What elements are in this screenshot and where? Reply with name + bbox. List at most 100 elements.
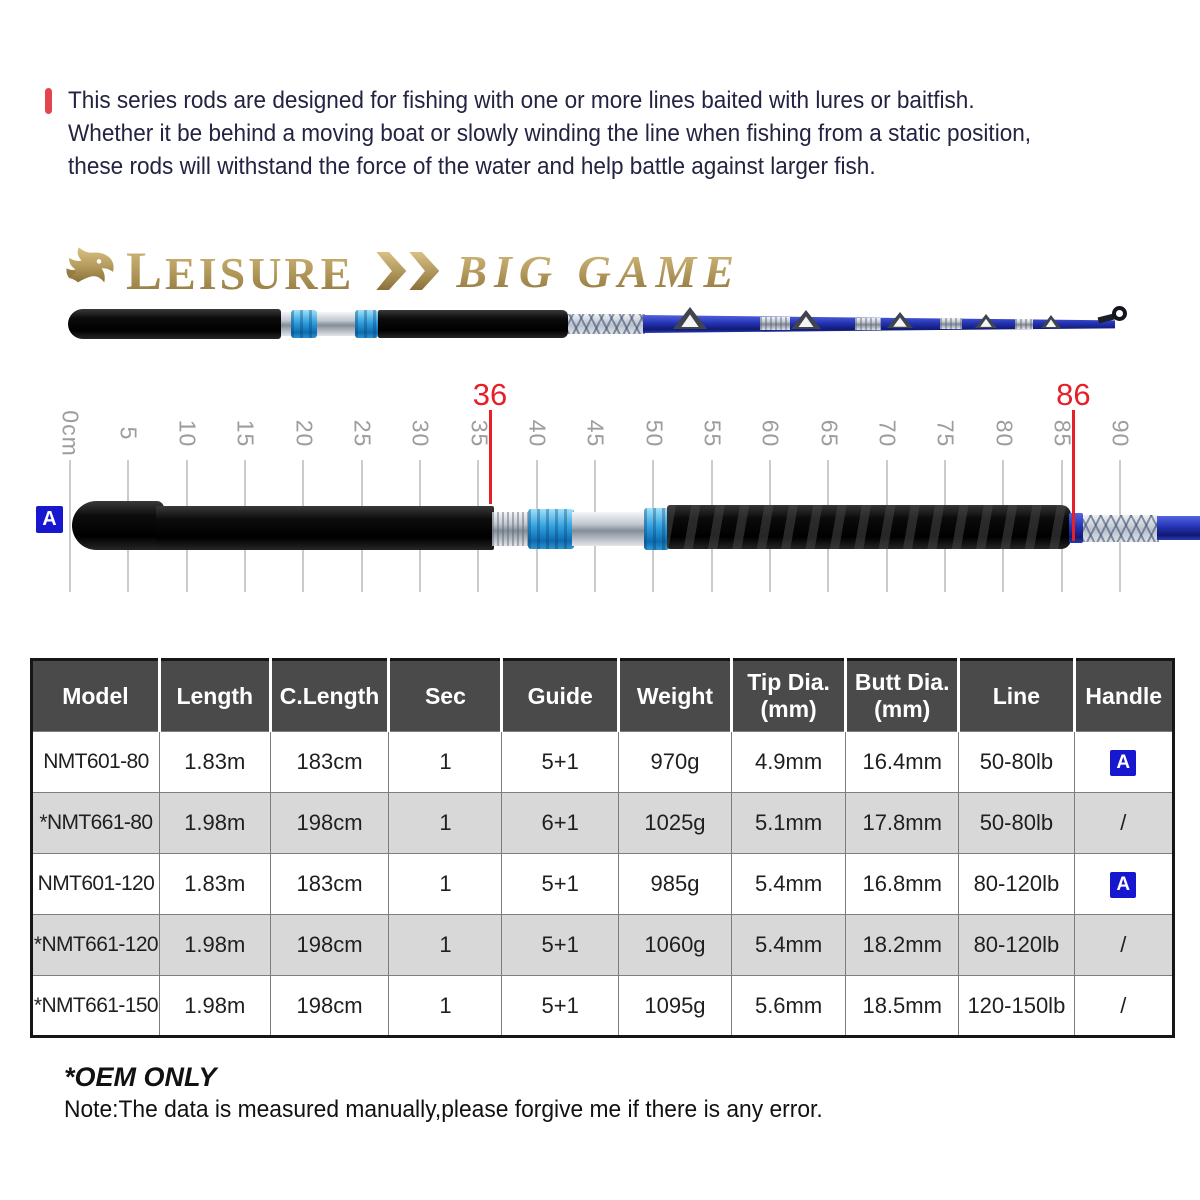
table-cell: 985g: [617, 853, 732, 915]
ruler-tick-line: [1002, 460, 1005, 592]
table-cell: 17.8mm: [845, 792, 960, 854]
handle-cell: /: [1073, 792, 1175, 854]
rod-cross-wrap: [568, 314, 645, 334]
ruler-tick-label: 0cm: [57, 409, 84, 457]
intro-paragraph: This series rods are designed for fishin…: [68, 87, 1032, 180]
rod-fore-grip: [667, 505, 1071, 549]
table-cell: 18.2mm: [845, 914, 960, 976]
eagle-icon: [66, 247, 114, 283]
handle-cell: A: [1073, 853, 1175, 915]
ruler-tick-label: 35: [465, 419, 492, 447]
model-cell: *NMT661-80: [31, 792, 160, 854]
handle-a-badge: A: [1110, 872, 1137, 898]
rod-wrap-band: [1015, 319, 1033, 329]
table-cell: 50-80lb: [958, 731, 1075, 793]
table-cell: 16.8mm: [845, 853, 960, 915]
rod-blue-ring: [355, 310, 378, 338]
table-cell: 1.98m: [158, 975, 271, 1037]
table-cell: 1060g: [617, 914, 732, 976]
ruler-tick-label: 80: [990, 419, 1017, 447]
table-header-cell: Butt Dia. (mm): [844, 659, 959, 732]
ruler-tick-line: [244, 460, 246, 592]
rod-butt-cap: [72, 501, 164, 550]
rod-blue-collar: [528, 509, 574, 549]
ruler-tick-line: [652, 460, 655, 592]
table-cell: 183cm: [269, 853, 390, 915]
rod-fore-grip: [378, 310, 568, 338]
model-cell: *NMT661-150: [31, 975, 160, 1037]
ruler-tick-line: [185, 460, 188, 592]
model-cell: NMT601-120: [31, 853, 160, 915]
table-row: NMT601-120 1.83m 183cm 1 5+1 985g 5.4mm 16.8mm 8…: [31, 853, 1175, 915]
table-row: *NMT661-80 1.98m 198cm 1 6+1 1025g 5.1mm 17.8mm…: [31, 792, 1175, 854]
rod-seat-tube: [572, 512, 646, 546]
table-cell: 1.98m: [158, 914, 271, 976]
table-header-cell: Handle: [1072, 659, 1174, 732]
model-cell: *NMT661-120: [31, 914, 160, 976]
table-cell: 5+1: [501, 975, 619, 1037]
table-cell: 5.4mm: [730, 914, 847, 976]
table-cell: 5.4mm: [730, 853, 847, 915]
rod-rear-grip: [156, 506, 494, 550]
table-header-cell: Sec: [387, 659, 502, 732]
table-cell: 1.83m: [158, 853, 271, 915]
table-cell: 1: [388, 914, 503, 976]
accent-bar: [45, 88, 52, 114]
series-name: BIG GAME: [456, 245, 742, 297]
measure-marker-label: 36: [472, 377, 508, 412]
handle-a-badge: A: [36, 506, 63, 533]
rod-cross-wrap: [1083, 515, 1159, 542]
handle-cell: A: [1073, 731, 1175, 793]
table-cell: 4.9mm: [730, 731, 847, 793]
ruler-tick-label: 70: [874, 419, 901, 447]
table-cell: 1: [388, 853, 503, 915]
ruler-tick-line: [594, 460, 596, 592]
table-cell: 5+1: [501, 853, 619, 915]
ruler-tick-line: [769, 460, 771, 592]
table-header-cell: Tip Dia. (mm): [729, 659, 846, 732]
table-cell: 1: [388, 792, 503, 854]
table-header-cell: Weight: [616, 659, 732, 732]
ruler-tick-line: [360, 460, 363, 592]
rod-blue-ring: [291, 310, 317, 338]
ruler-tick-label: 5: [115, 426, 142, 440]
brand-logo: LEISURE BIG GAME: [64, 240, 741, 302]
measure-marker-line: [1071, 410, 1075, 541]
ruler-tick-line: [827, 460, 830, 592]
table-header-cell: Line: [957, 659, 1075, 732]
rod-wrap-band: [940, 318, 962, 329]
table-header-cell: Model: [31, 659, 160, 732]
spec-table-body: NMT601-80 1.83m 183cm 1 5+1 970g 4.9mm 16.4mm 50…: [31, 731, 1175, 1037]
ruler-tick-line: [1119, 460, 1121, 592]
table-cell: 5+1: [501, 914, 619, 976]
ruler-tick-line: [885, 460, 888, 592]
ruler-tick-line: [477, 460, 480, 592]
rod-tip-ring: [1112, 306, 1127, 321]
chevron-shape: [409, 252, 440, 290]
table-cell: 80-120lb: [958, 853, 1075, 915]
ruler-tick-label: 85: [1049, 419, 1076, 447]
table-header-cell: C.Length: [268, 659, 389, 732]
handle-cell: /: [1073, 975, 1175, 1037]
table-cell: 5.6mm: [730, 975, 847, 1037]
table-cell: 198cm: [269, 975, 390, 1037]
brand-name: LEISURE: [126, 241, 355, 301]
ruler-tick-label: 55: [699, 419, 726, 447]
table-cell: 198cm: [269, 792, 390, 854]
rod-handle-grip: [68, 309, 281, 339]
ruler-tick-label: 30: [407, 419, 434, 447]
spec-table: Model Length C.Length Sec Guide Weight Tip Dia…: [30, 658, 1175, 1038]
rod-blue-collar: [644, 508, 669, 550]
measurement-disclaimer: Note:The data is measured manually,pleas…: [64, 1096, 823, 1123]
oem-only-note: *OEM ONLY: [64, 1062, 217, 1092]
rod-wrap-band: [760, 317, 790, 330]
rod-ferrule: [1069, 513, 1083, 543]
rod-seat-tube: [492, 512, 530, 546]
ruler-tick-label: 15: [232, 419, 259, 447]
ruler-tick-line: [535, 460, 538, 592]
table-cell: 183cm: [269, 731, 390, 793]
table-header-cell: Length: [157, 659, 271, 732]
ruler-tick-label: 25: [349, 419, 376, 447]
table-cell: 970g: [617, 731, 732, 793]
